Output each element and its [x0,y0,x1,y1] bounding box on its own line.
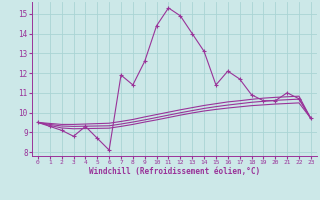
X-axis label: Windchill (Refroidissement éolien,°C): Windchill (Refroidissement éolien,°C) [89,167,260,176]
